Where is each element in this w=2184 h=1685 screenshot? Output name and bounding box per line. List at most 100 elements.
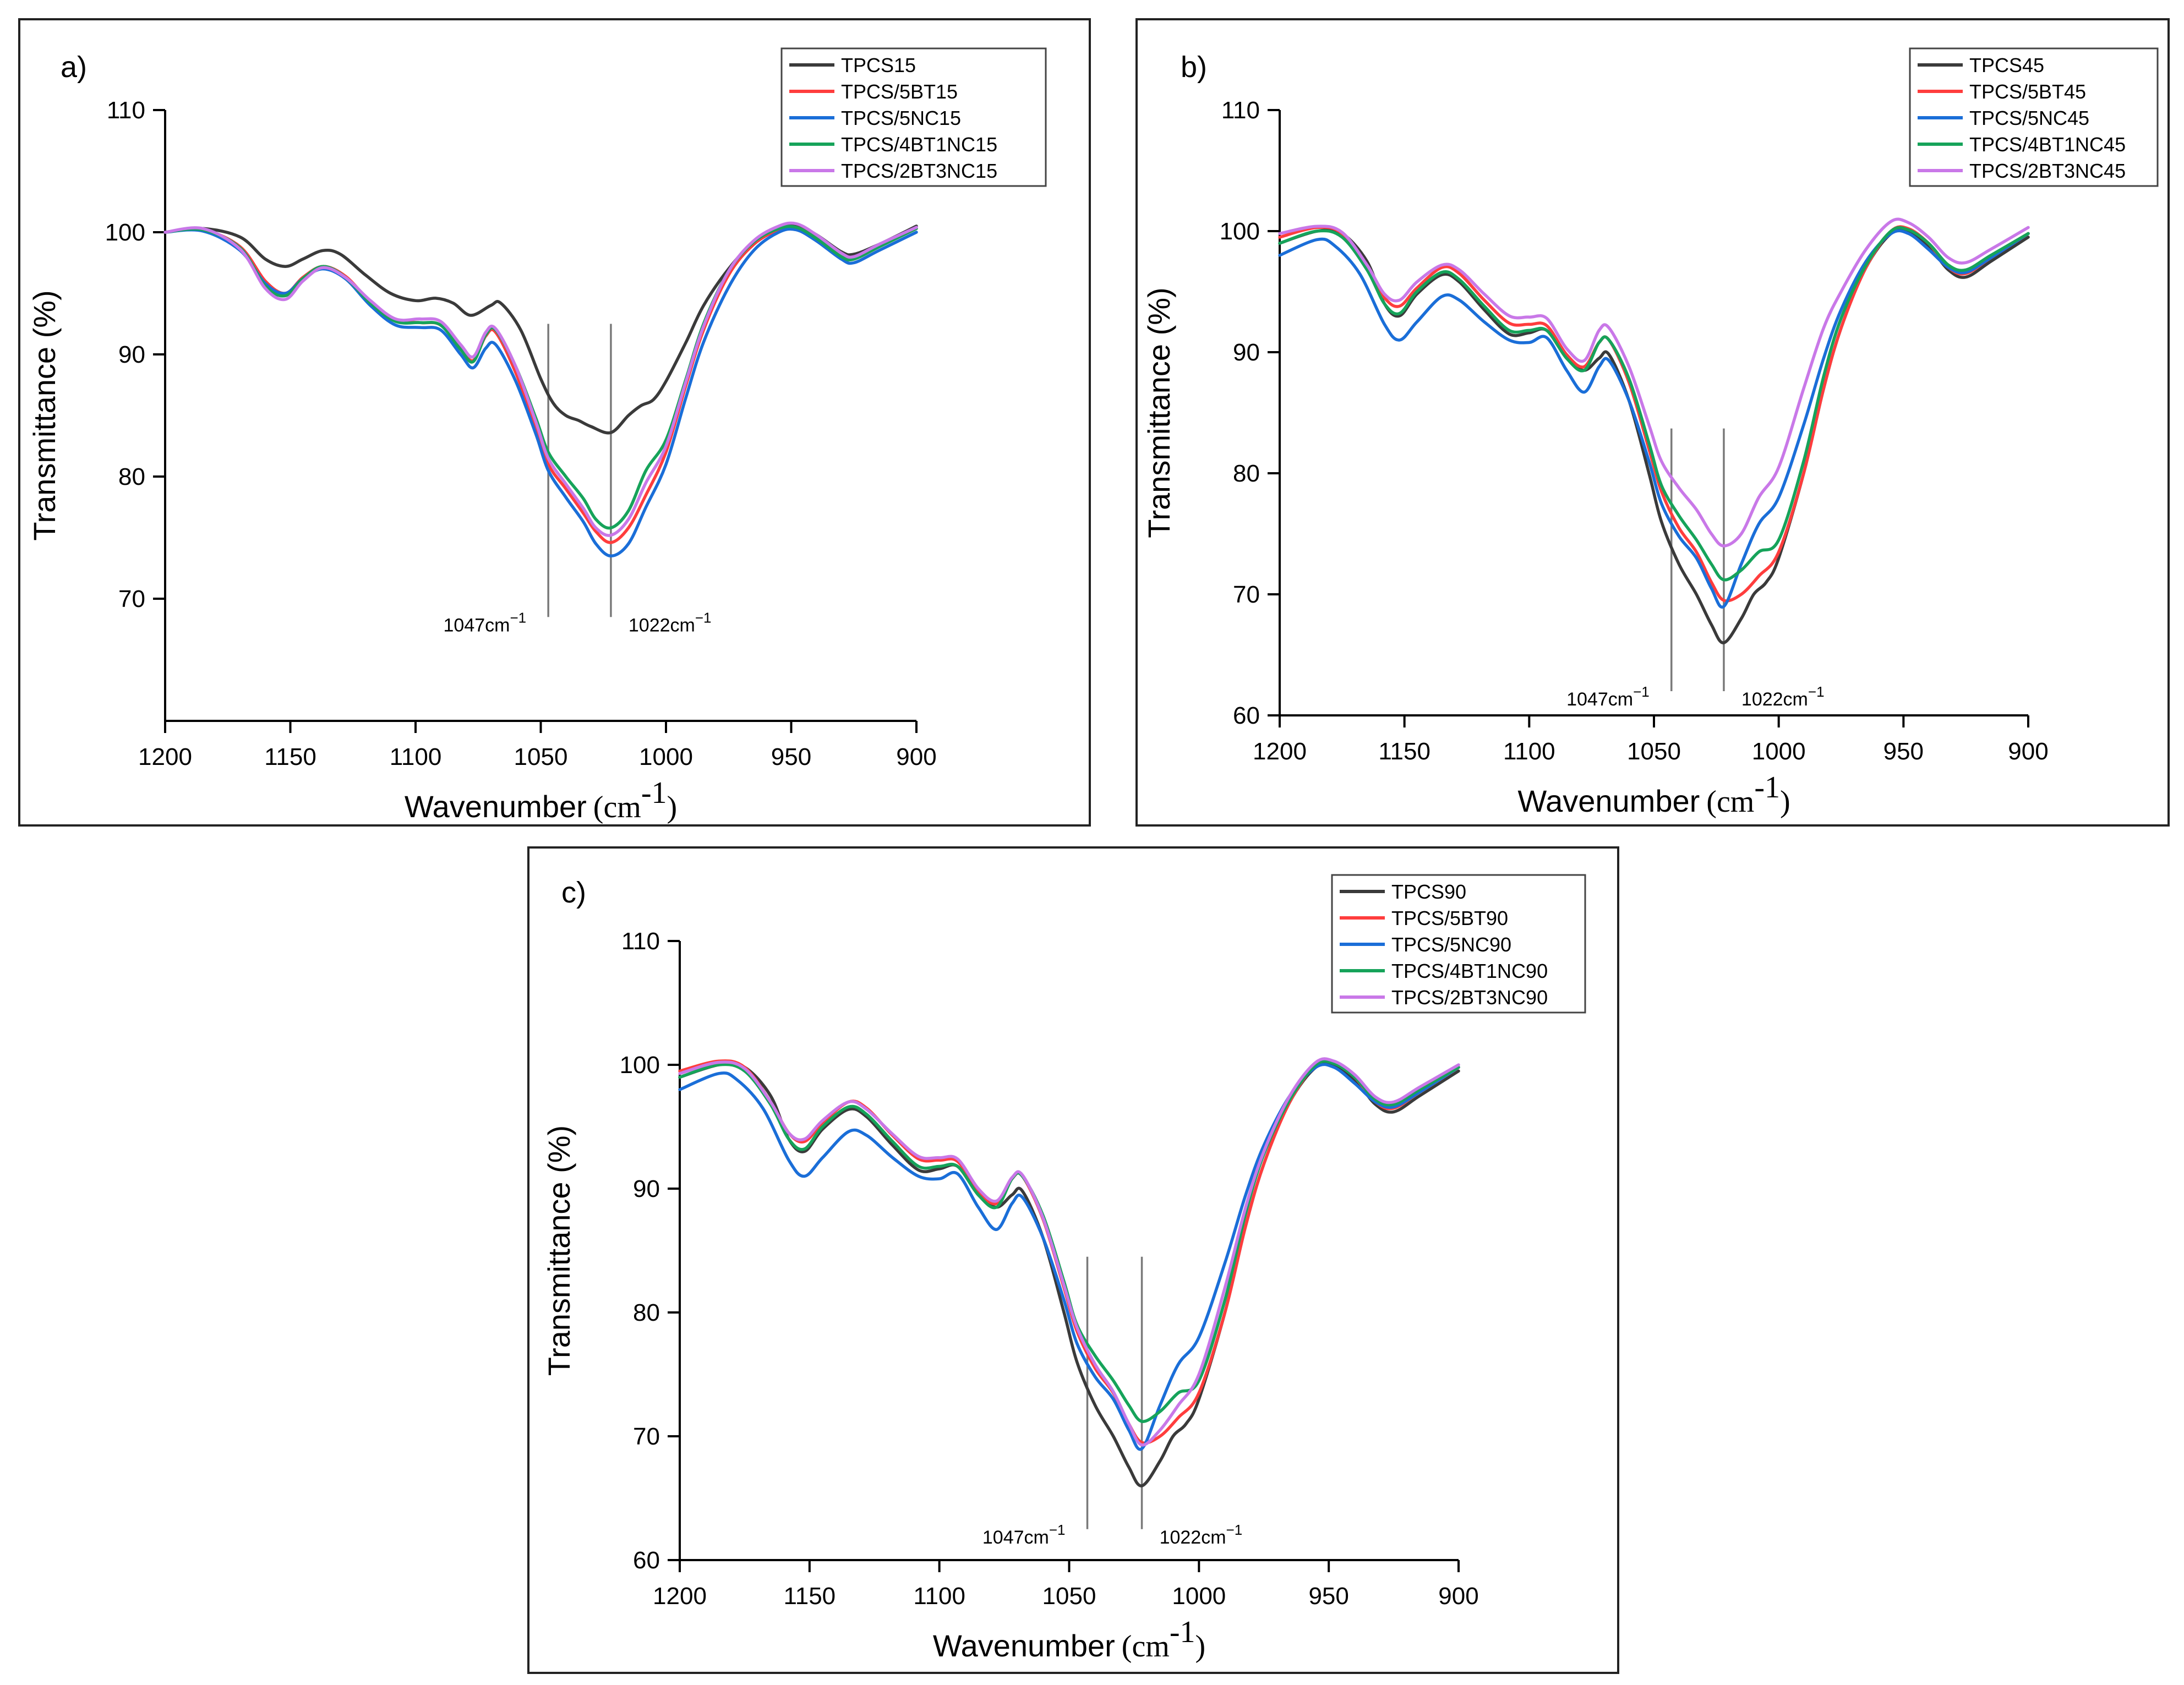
x-tick-label: 900	[1438, 1583, 1478, 1610]
x-axis-unit: cm	[1717, 785, 1754, 819]
x-axis-title: Wavenumber (cm-1)	[1517, 770, 1790, 819]
x-axis-unit: cm	[603, 790, 641, 824]
peak-marker-label: 1047cm−1	[444, 609, 527, 636]
x-axis-unit: cm	[1132, 1629, 1169, 1664]
peak-marker-label-text: 1047cm	[1566, 689, 1633, 710]
peak-marker-label-exponent: −1	[1633, 683, 1650, 700]
x-axis-title: Wavenumber (cm-1)	[405, 776, 677, 824]
y-tick-label: 70	[1233, 581, 1260, 608]
y-axis-title: Transmittance (%)	[27, 290, 62, 540]
y-tick-label: 100	[620, 1052, 660, 1079]
legend-label: TPCS/2BT3NC90	[1391, 986, 1548, 1009]
x-axis-unit-exponent: -1	[641, 776, 667, 810]
legend-label: TPCS90	[1391, 880, 1466, 903]
y-tick-label: 60	[633, 1547, 660, 1574]
x-tick-label: 1100	[913, 1583, 965, 1610]
peak-marker-label-text: 1022cm	[1741, 689, 1808, 710]
legend-label: TPCS/4BT1NC15	[841, 133, 997, 156]
y-tick-label: 90	[118, 341, 145, 368]
x-tick-label: 1200	[1253, 738, 1307, 765]
y-tick-label: 70	[633, 1423, 660, 1450]
x-axis-title-text: Wavenumber	[405, 789, 587, 824]
y-axis-title: Transmittance (%)	[542, 1125, 576, 1376]
y-tick-label: 100	[1220, 218, 1260, 245]
peak-marker-label: 1022cm−1	[1160, 1522, 1243, 1548]
x-tick-label: 1000	[1752, 738, 1806, 765]
y-tick-label: 90	[1233, 339, 1260, 366]
x-tick-label: 950	[771, 743, 811, 770]
x-axis-paren-open: (	[1122, 1629, 1132, 1664]
y-tick-label: 60	[1233, 702, 1260, 729]
panel-b: b) 1200 1150 1100 1050 1000 950 900 60 70 80 90 100 1…	[1135, 18, 2170, 827]
legend-label: TPCS/5BT90	[1391, 907, 1508, 929]
y-tick-label: 70	[118, 586, 145, 612]
x-axis-title: Wavenumber (cm-1)	[933, 1615, 1205, 1664]
x-tick-label: 1150	[1378, 738, 1430, 765]
panel-letter: b)	[1181, 51, 1207, 84]
legend-label: TPCS/2BT3NC45	[1969, 160, 2126, 182]
legend-label: TPCS/5BT45	[1969, 80, 2086, 103]
y-tick-label: 110	[621, 928, 660, 955]
peak-marker-label-text: 1022cm	[1160, 1527, 1226, 1548]
peak-marker-label-exponent: −1	[1049, 1522, 1066, 1538]
x-axis-paren-open: (	[593, 790, 604, 824]
series-line-4	[163, 221, 918, 537]
x-axis-paren-close: )	[1195, 1629, 1206, 1664]
x-axis-title-text: Wavenumber	[1517, 784, 1700, 818]
x-tick-label: 1150	[784, 1583, 836, 1610]
peak-marker-label-exponent: −1	[695, 609, 712, 626]
panel-letter: a)	[61, 51, 87, 84]
legend-label: TPCS/5NC15	[841, 107, 961, 129]
peak-marker-label: 1047cm−1	[982, 1522, 1066, 1548]
y-tick-label: 110	[107, 97, 145, 124]
x-tick-label: 1200	[653, 1583, 707, 1610]
x-tick-label: 1050	[1627, 738, 1681, 765]
y-tick-label: 110	[1221, 97, 1260, 124]
x-tick-label: 1050	[514, 743, 568, 770]
peak-marker-label: 1047cm−1	[1566, 683, 1650, 710]
legend-label: TPCS15	[841, 54, 916, 76]
x-axis-unit-exponent: -1	[1170, 1615, 1195, 1649]
x-axis-unit-exponent: -1	[1754, 770, 1780, 805]
x-tick-label: 1100	[390, 743, 442, 770]
series-line-4	[678, 1057, 1460, 1447]
peak-marker-label-text: 1047cm	[982, 1527, 1049, 1548]
y-tick-label: 80	[633, 1299, 660, 1326]
y-tick-label: 80	[1233, 460, 1260, 487]
x-tick-label: 1200	[138, 743, 192, 770]
series-line-3	[1278, 226, 2030, 582]
x-axis-title-text: Wavenumber	[933, 1628, 1115, 1663]
panel-a: a) 1200 1150 1100 1050 1000 950 900 70 80 90 100 110…	[18, 18, 1091, 827]
legend-label: TPCS/5BT15	[841, 80, 958, 103]
legend-label: TPCS/4BT1NC45	[1969, 133, 2126, 156]
peak-marker-label-exponent: −1	[1808, 683, 1825, 700]
peak-marker-label: 1022cm−1	[629, 609, 712, 636]
x-tick-label: 1100	[1503, 738, 1555, 765]
x-axis-paren-open: (	[1706, 785, 1717, 819]
legend-label: TPCS/5NC45	[1969, 107, 2089, 129]
x-tick-label: 900	[896, 743, 936, 770]
legend-label: TPCS/5NC90	[1391, 933, 1511, 956]
legend-label: TPCS45	[1969, 54, 2044, 76]
x-tick-label: 900	[2008, 738, 2048, 765]
x-tick-label: 1150	[264, 743, 316, 770]
peak-marker-label: 1022cm−1	[1741, 683, 1825, 710]
y-tick-label: 80	[118, 463, 145, 490]
series-line-4	[1278, 217, 2030, 548]
legend-label: TPCS/2BT3NC15	[841, 160, 997, 182]
x-axis-paren-close: )	[1780, 785, 1790, 819]
y-axis-title: Transmittance (%)	[1142, 287, 1176, 538]
legend-label: TPCS/4BT1NC90	[1391, 960, 1548, 982]
x-tick-label: 1050	[1042, 1583, 1096, 1610]
x-tick-label: 950	[1308, 1583, 1348, 1610]
y-tick-label: 90	[633, 1175, 660, 1202]
panel-letter: c)	[561, 876, 586, 909]
x-tick-label: 950	[1883, 738, 1924, 765]
x-tick-label: 1000	[639, 743, 693, 770]
x-tick-label: 1000	[1172, 1583, 1226, 1610]
peak-marker-label-text: 1022cm	[629, 615, 695, 636]
y-tick-label: 100	[105, 219, 145, 246]
panel-c: c) 1200 1150 1100 1050 1000 950 900 60 70 80 90 100 1…	[527, 846, 1619, 1674]
peak-marker-label-exponent: −1	[510, 609, 526, 626]
peak-marker-label-text: 1047cm	[444, 615, 510, 636]
